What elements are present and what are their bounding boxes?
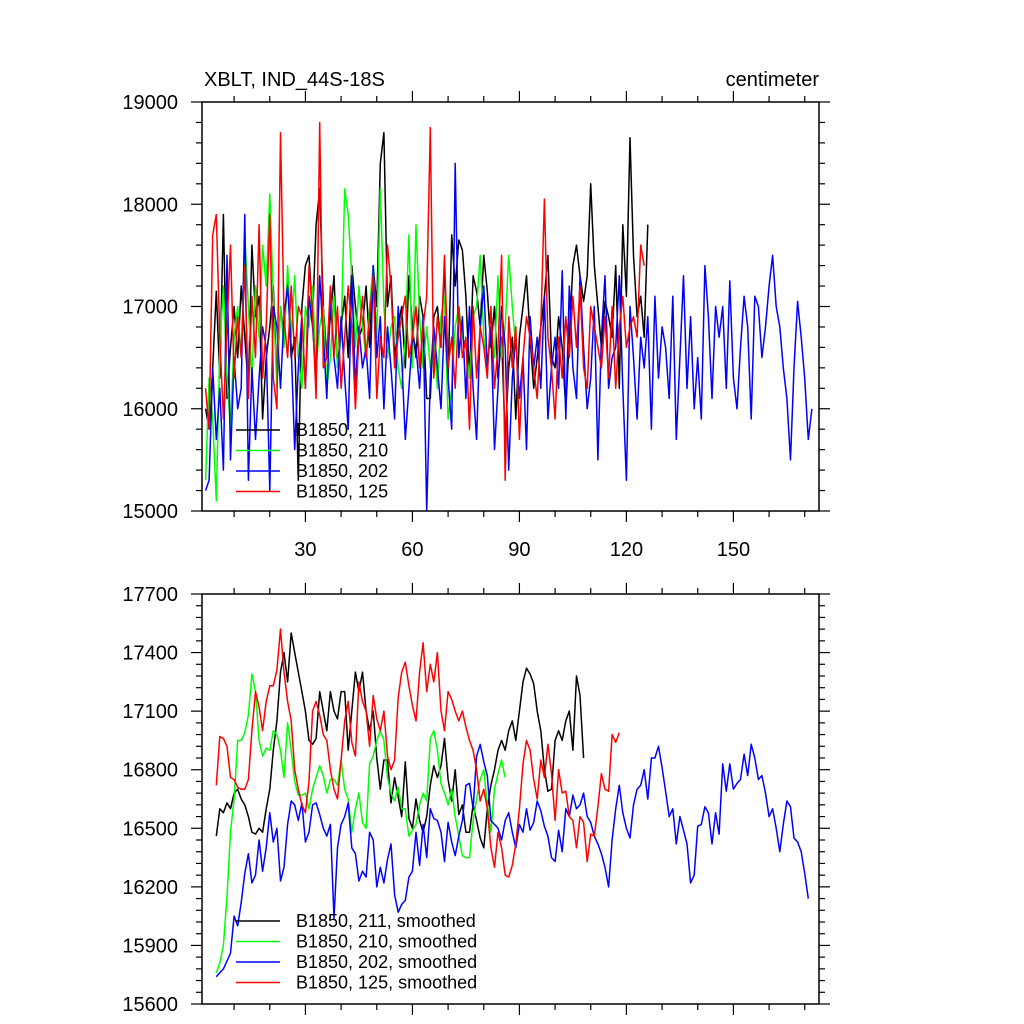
y-tick-label: 17400 [122,643,178,665]
legend-label: B1850, 125 [296,482,388,502]
top-panel: 15000 16000 17000 18000 19000 30 60 90 120 150 B18… [122,91,830,561]
y-tick-label: 16800 [122,760,178,782]
legend-label: B1850, 210, smoothed [296,932,477,952]
y-tick-label: 15900 [122,935,178,957]
y-tick-label: 15600 [122,994,178,1016]
y-tick-label: 16000 [122,399,178,421]
y-tick-label: 15000 [122,501,178,523]
series-line-2 [215,673,506,974]
y-tick-label: 19000 [122,92,178,114]
legend-label: B1850, 210 [296,441,388,461]
legend-label: B1850, 211, smoothed [296,911,476,931]
y-tick-label: 17100 [122,701,178,723]
units-label: centimeter [726,69,820,91]
legend-label: B1850, 211 [296,420,387,440]
x-tick-label: 120 [610,539,643,561]
y-tick-label: 17700 [122,584,178,606]
legend-label: B1850, 125, smoothed [296,973,477,993]
plot-area [204,121,813,511]
series-line-4 [204,121,645,482]
legend-label: B1850, 202, smoothed [296,952,477,972]
x-tick-label: 150 [717,539,750,561]
x-tick-label: 60 [401,539,423,561]
y-tick-label: 16500 [122,818,178,840]
bottom-panel: 15600 15900 16200 16500 16800 17100 17400 17700… [122,583,830,1016]
y-tick-label: 17000 [122,297,178,319]
legend-label: B1850, 202 [296,461,388,481]
y-tick-label: 16200 [122,877,178,899]
plot-frame [201,593,820,1005]
x-tick-label: 90 [508,539,530,561]
chart-title: XBLT, IND_44S-18S [204,69,385,91]
series-line-1 [215,632,585,849]
series-line-4 [215,628,621,878]
x-tick-label: 30 [294,539,316,561]
series-line-3 [215,743,810,978]
y-tick-label: 18000 [122,194,178,216]
plot-area [215,628,810,978]
